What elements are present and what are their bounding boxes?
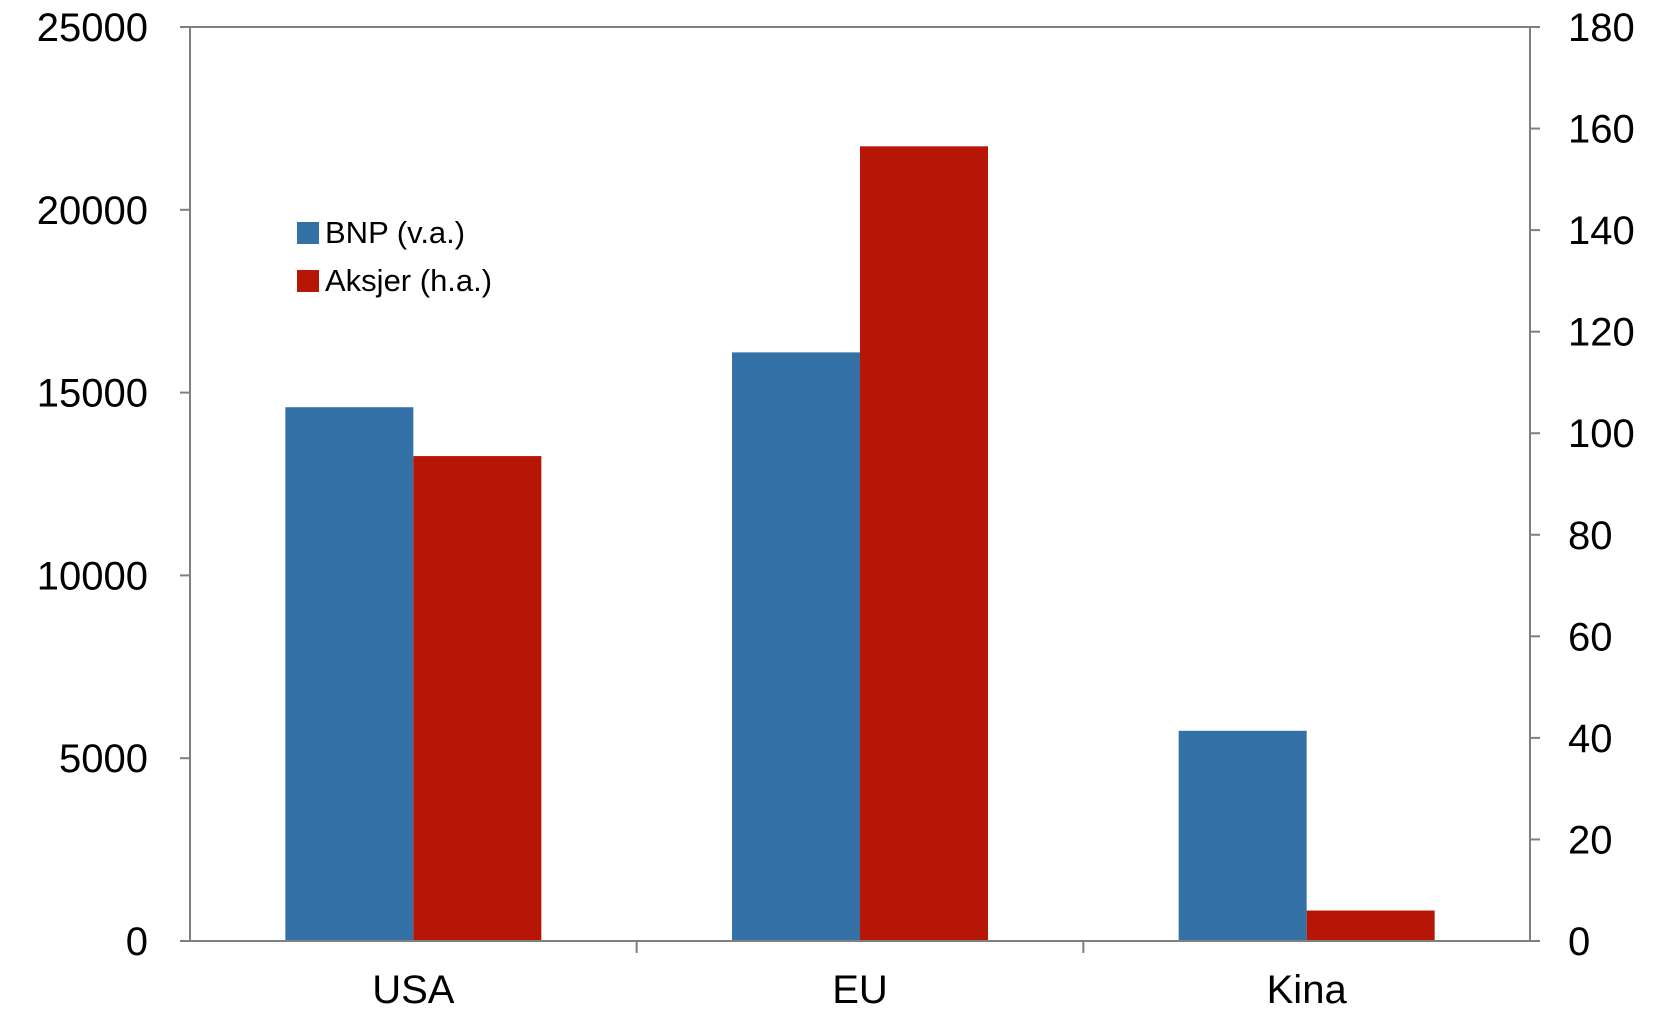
- bar-bnp-usa: [285, 407, 414, 941]
- right-tick-label: 180: [1568, 6, 1635, 50]
- right-tick-label: 60: [1568, 615, 1613, 659]
- left-tick-label: 20000: [37, 189, 148, 233]
- right-tick-label: 120: [1568, 311, 1635, 355]
- legend-swatch-aksjer: [297, 270, 319, 292]
- right-tick-label: 40: [1568, 717, 1613, 761]
- right-tick-label: 100: [1568, 412, 1635, 456]
- x-tick-label-usa: USA: [372, 968, 455, 1012]
- bar-bnp-kina: [1178, 730, 1307, 941]
- x-tick-label-eu: EU: [832, 968, 888, 1012]
- left-tick-label: 15000: [37, 372, 148, 416]
- left-tick-label: 10000: [37, 554, 148, 598]
- legend-swatch-bnp: [297, 222, 319, 244]
- left-tick-label: 5000: [59, 737, 148, 781]
- bar-aksjer-eu: [860, 146, 988, 942]
- bars-layer: [285, 146, 1435, 942]
- right-tick-label: 0: [1568, 920, 1590, 964]
- x-tick-label-kina: Kina: [1267, 968, 1348, 1012]
- right-axis: 0 20 40 60 80 100 120 140 160 180: [1530, 6, 1635, 964]
- right-tick-label: 140: [1568, 209, 1635, 253]
- legend: BNP (v.a.) Aksjer (h.a.): [297, 215, 492, 298]
- x-axis: USA EU Kina: [372, 941, 1347, 1012]
- legend-label-aksjer: Aksjer (h.a.): [325, 263, 492, 298]
- bar-aksjer-kina: [1306, 910, 1435, 941]
- right-tick-label: 20: [1568, 818, 1613, 862]
- axes-layer: [189, 26, 1531, 942]
- left-tick-label: 25000: [37, 6, 148, 50]
- left-axis: 0 5000 10000 15000 20000 25000: [37, 6, 190, 964]
- right-tick-label: 160: [1568, 108, 1635, 152]
- legend-label-bnp: BNP (v.a.): [325, 215, 465, 250]
- left-tick-label: 0: [126, 920, 148, 964]
- bar-aksjer-usa: [413, 456, 542, 941]
- bar-bnp-eu: [732, 352, 860, 941]
- right-tick-label: 80: [1568, 514, 1613, 558]
